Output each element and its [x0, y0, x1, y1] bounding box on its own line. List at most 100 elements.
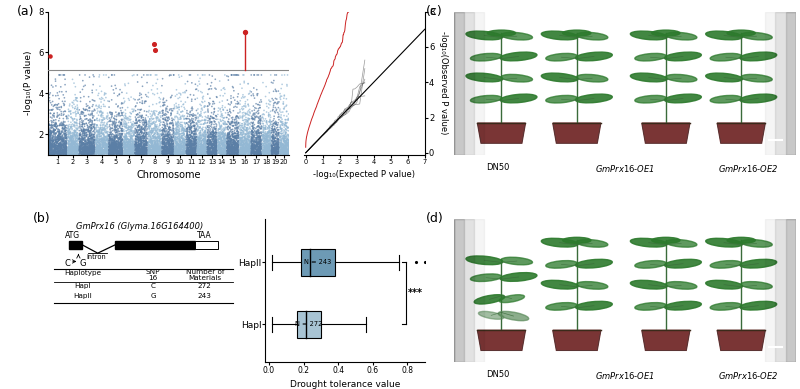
Point — [238, 147, 250, 154]
Point — [103, 145, 116, 151]
Point — [43, 95, 56, 101]
Point — [182, 147, 194, 153]
Point — [218, 145, 231, 151]
Point — [79, 151, 92, 157]
Point — [105, 151, 118, 157]
Point — [218, 133, 230, 139]
Point — [159, 147, 172, 154]
Point — [266, 143, 278, 149]
Point — [204, 83, 217, 89]
Point — [134, 140, 147, 146]
Point — [46, 148, 59, 154]
Point — [255, 145, 268, 152]
Point — [76, 145, 89, 151]
Point — [208, 151, 221, 158]
Point — [146, 130, 159, 136]
Point — [262, 144, 275, 151]
Point — [246, 146, 258, 152]
Point — [59, 140, 72, 146]
Point — [166, 124, 179, 130]
Point — [145, 151, 158, 158]
Point — [164, 144, 177, 151]
Point — [189, 149, 202, 156]
Point — [46, 147, 58, 154]
Point — [66, 147, 79, 154]
Point — [235, 135, 248, 141]
Point — [269, 146, 282, 152]
Point — [110, 139, 122, 145]
Point — [103, 148, 116, 154]
Point — [244, 145, 257, 152]
Point — [235, 135, 248, 142]
Point — [246, 149, 258, 155]
Point — [190, 86, 202, 93]
Point — [263, 124, 276, 131]
Point — [266, 126, 279, 133]
Point — [140, 146, 153, 152]
Point — [84, 144, 97, 150]
Point — [221, 144, 234, 150]
Point — [246, 146, 259, 152]
Point — [198, 133, 211, 140]
Point — [138, 147, 150, 153]
Point — [214, 151, 227, 157]
Point — [96, 127, 109, 133]
Point — [138, 146, 150, 152]
Point — [184, 151, 197, 157]
Point — [260, 146, 273, 152]
Point — [278, 72, 291, 78]
Point — [269, 127, 282, 133]
Point — [78, 149, 90, 155]
Point — [154, 103, 167, 110]
Point — [207, 149, 220, 156]
Point — [226, 140, 239, 146]
Point — [125, 145, 138, 152]
Point — [188, 140, 201, 146]
Point — [142, 94, 154, 100]
Point — [114, 121, 127, 127]
Point — [206, 133, 219, 139]
Point — [47, 145, 60, 151]
Point — [228, 150, 241, 156]
Point — [112, 143, 125, 149]
Point — [94, 127, 106, 133]
Point — [42, 141, 55, 147]
Point — [180, 116, 193, 122]
Point — [247, 125, 260, 131]
Point — [86, 148, 98, 154]
Point — [234, 135, 246, 142]
Point — [62, 130, 75, 137]
Point — [70, 133, 82, 139]
Point — [100, 147, 113, 153]
Point — [238, 140, 250, 146]
Point — [131, 72, 144, 78]
Point — [280, 124, 293, 130]
Point — [262, 151, 275, 158]
Point — [222, 130, 234, 136]
Point — [122, 123, 135, 129]
Point — [115, 148, 128, 154]
Point — [253, 133, 266, 140]
Ellipse shape — [542, 280, 578, 289]
Point — [113, 141, 126, 147]
Point — [163, 146, 176, 152]
Point — [149, 150, 162, 156]
Point — [189, 145, 202, 151]
Point — [272, 131, 285, 137]
Point — [143, 147, 156, 154]
Point — [114, 151, 126, 157]
Point — [257, 148, 270, 154]
Point — [279, 145, 292, 151]
Ellipse shape — [740, 94, 777, 103]
Point — [238, 124, 250, 131]
Point — [278, 138, 291, 145]
Point — [202, 140, 215, 146]
Point — [107, 145, 120, 151]
Point — [199, 128, 212, 134]
Point — [42, 149, 54, 155]
Point — [48, 151, 61, 157]
Point — [204, 138, 217, 144]
Point — [175, 151, 188, 157]
Point — [55, 145, 68, 152]
Point — [110, 150, 123, 156]
